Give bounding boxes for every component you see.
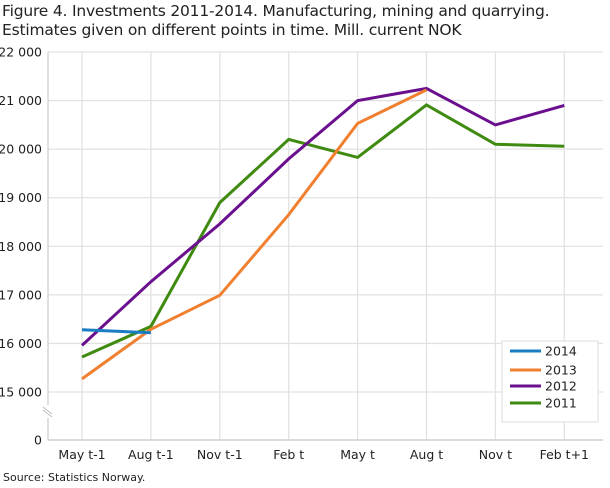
x-tick-label: Aug t [410,447,443,462]
y-tick-label: 19 000 [0,190,42,205]
x-tick-label: May t-1 [58,447,105,462]
series-line-2012 [80,86,565,347]
legend-label-2012: 2012 [545,379,577,394]
source-note: Source: Statistics Norway. [3,471,146,484]
y-tick-label: 0 [34,433,42,448]
legend-label-2013: 2013 [545,363,577,378]
chart-series-lines [80,86,565,381]
x-tick-label: Feb t [273,447,304,462]
x-tick-label: Feb t+1 [540,447,589,462]
y-tick-label: 16 000 [0,336,42,351]
series-line-2013 [81,88,428,381]
x-tick-label: Nov t [479,447,512,462]
chart-title-line-2: Estimates given on different points in t… [2,21,462,39]
chart-title: Figure 4. Investments 2011-2014. Manufac… [2,2,608,40]
x-tick-label: Aug t-1 [128,447,174,462]
chart-title-line-1: Figure 4. Investments 2011-2014. Manufac… [2,2,550,20]
x-tick-label: May t [340,447,375,462]
y-tick-label: 22 000 [0,45,42,60]
y-axis-ticks: 15 000 16 000 17 000 18 000 19 000 20 000 21 0… [0,45,42,448]
series-line-2011 [81,103,565,359]
legend-label-2011: 2011 [545,396,577,411]
y-tick-label: 21 000 [0,93,42,108]
y-axis-break-icon [42,406,53,418]
y-tick-label: 18 000 [0,239,42,254]
series-line-2014 [81,328,151,335]
x-tick-label: Nov t-1 [197,447,243,462]
y-tick-label: 20 000 [0,142,42,157]
y-tick-label: 15 000 [0,385,42,400]
y-tick-label: 17 000 [0,287,42,302]
legend-label-2014: 2014 [545,344,577,359]
x-axis-ticks: May t-1 Aug t-1 Nov t-1 Feb t May t Aug t Nov … [58,447,589,462]
